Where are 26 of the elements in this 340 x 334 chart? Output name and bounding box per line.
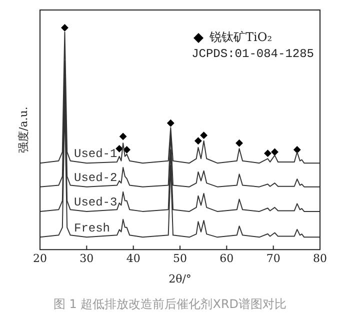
point bbox=[123, 146, 130, 154]
x-tick-label: 20 bbox=[33, 252, 47, 266]
x-tick-label: 30 bbox=[80, 252, 94, 266]
point bbox=[194, 137, 202, 144]
x-tick-label: 70 bbox=[266, 252, 280, 266]
point bbox=[167, 120, 174, 127]
series-label: Used-1 bbox=[74, 147, 118, 162]
point bbox=[61, 24, 68, 32]
x-tick-label: 80 bbox=[313, 252, 327, 266]
point bbox=[294, 146, 301, 154]
series-label: Used-3 bbox=[74, 196, 118, 210]
x-tick-label: 40 bbox=[126, 252, 140, 266]
caption: 图 1 超低排放改造前后催化剂XRD谱图对比 bbox=[52, 296, 288, 313]
point bbox=[236, 140, 243, 147]
x-tick-label: 60 bbox=[220, 252, 234, 266]
series-label: Fresh bbox=[74, 221, 110, 236]
y-axis-title: 强度/a.u. bbox=[16, 106, 30, 153]
point bbox=[264, 150, 272, 157]
point bbox=[120, 132, 127, 140]
point bbox=[200, 132, 208, 139]
point bbox=[271, 148, 278, 156]
annotation: JCPDS:01-084-1285 bbox=[192, 47, 314, 62]
series-label: Used-2 bbox=[74, 170, 118, 185]
x-axis-title: 2θ/° bbox=[168, 272, 192, 286]
x-tick-label: 50 bbox=[173, 252, 187, 266]
legend-label: 锐钛矿TiO₂ bbox=[208, 30, 272, 44]
